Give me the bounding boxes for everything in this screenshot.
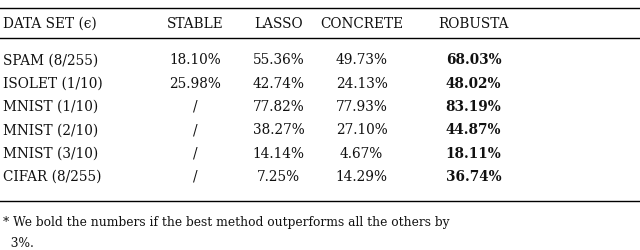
Text: DATA SET (ϵ): DATA SET (ϵ) [3,17,97,31]
Text: MNIST (2/10): MNIST (2/10) [3,123,99,137]
Text: 44.87%: 44.87% [446,123,501,137]
Text: ROBUSTA: ROBUSTA [438,17,509,31]
Text: 55.36%: 55.36% [253,53,304,67]
Text: 48.02%: 48.02% [446,76,501,90]
Text: 7.25%: 7.25% [257,169,300,183]
Text: ISOLET (1/10): ISOLET (1/10) [3,76,103,90]
Text: 68.03%: 68.03% [446,53,501,67]
Text: 27.10%: 27.10% [336,123,387,137]
Text: LASSO: LASSO [254,17,303,31]
Text: STABLE: STABLE [167,17,223,31]
Text: 49.73%: 49.73% [335,53,388,67]
Text: /: / [193,123,198,137]
Text: 25.98%: 25.98% [169,76,221,90]
Text: 77.93%: 77.93% [335,100,388,114]
Text: CIFAR (8/255): CIFAR (8/255) [3,169,102,183]
Text: MNIST (1/10): MNIST (1/10) [3,100,99,114]
Text: 14.14%: 14.14% [252,146,305,160]
Text: 77.82%: 77.82% [253,100,304,114]
Text: CONCRETE: CONCRETE [320,17,403,31]
Text: /: / [193,169,198,183]
Text: 18.10%: 18.10% [170,53,221,67]
Text: 14.29%: 14.29% [335,169,388,183]
Text: 36.74%: 36.74% [446,169,501,183]
Text: MNIST (3/10): MNIST (3/10) [3,146,99,160]
Text: 4.67%: 4.67% [340,146,383,160]
Text: 24.13%: 24.13% [335,76,388,90]
Text: 18.11%: 18.11% [445,146,502,160]
Text: * We bold the numbers if the best method outperforms all the others by: * We bold the numbers if the best method… [3,215,450,228]
Text: /: / [193,146,198,160]
Text: 42.74%: 42.74% [252,76,305,90]
Text: /: / [193,100,198,114]
Text: SPAM (8/255): SPAM (8/255) [3,53,99,67]
Text: 38.27%: 38.27% [253,123,304,137]
Text: 83.19%: 83.19% [445,100,502,114]
Text: 3%.: 3%. [3,236,34,249]
